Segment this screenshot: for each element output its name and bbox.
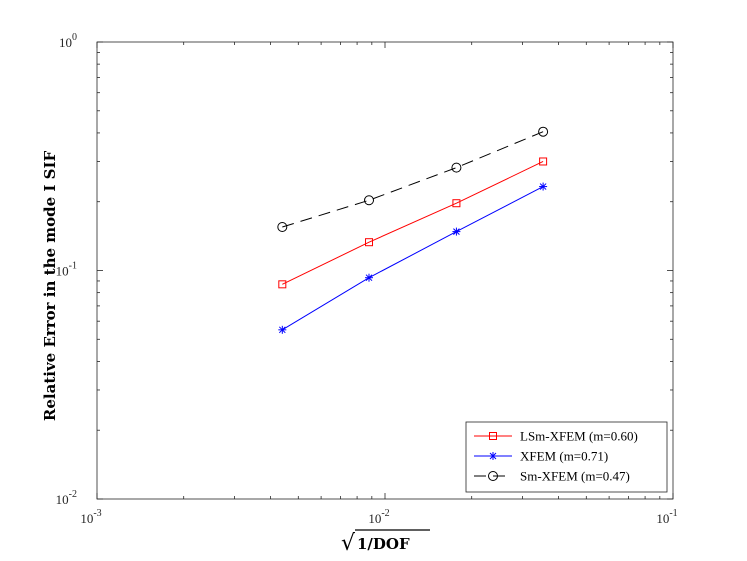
series-circle bbox=[277, 126, 549, 233]
legend-label: XFEM (m=0.71) bbox=[520, 449, 608, 464]
data-point bbox=[364, 195, 375, 206]
legend: LSm-XFEM (m=0.60) XFEM (m=0.71) Sm-XFEM (m… bbox=[465, 421, 668, 493]
data-point bbox=[278, 325, 287, 334]
x-axis-label: √ 1/DOF bbox=[341, 529, 430, 556]
x-tick-label-exponent: -1 bbox=[669, 508, 677, 519]
series-group bbox=[277, 126, 549, 334]
data-point bbox=[277, 222, 288, 233]
x-tick-label-exponent: -3 bbox=[93, 508, 101, 519]
marker-stroke bbox=[489, 452, 497, 460]
y-tick-label-exponent: 0 bbox=[72, 32, 77, 43]
data-point bbox=[365, 238, 374, 247]
legend-label: LSm-XFEM (m=0.60) bbox=[520, 429, 638, 444]
x-axis-label-radical: √ bbox=[341, 531, 356, 556]
data-point bbox=[452, 227, 461, 236]
data-point bbox=[451, 162, 462, 173]
data-point bbox=[539, 157, 548, 166]
data-point bbox=[278, 280, 287, 289]
series-asterisk bbox=[278, 182, 548, 334]
marker-stroke bbox=[365, 274, 373, 282]
series-line bbox=[282, 186, 544, 331]
series-line bbox=[282, 131, 544, 228]
legend-marker bbox=[488, 471, 498, 481]
legend-label: Sm-XFEM (m=0.47) bbox=[520, 469, 630, 484]
data-point bbox=[365, 273, 374, 282]
legend-item: LSm-XFEM (m=0.60) bbox=[474, 429, 638, 444]
legend-item: XFEM (m=0.71) bbox=[474, 449, 608, 464]
legend-item: Sm-XFEM (m=0.47) bbox=[474, 469, 630, 484]
data-point bbox=[452, 199, 461, 208]
x-tick-label-exponent: -2 bbox=[381, 508, 389, 519]
marker-stroke bbox=[453, 228, 460, 235]
data-point bbox=[539, 182, 548, 191]
data-point bbox=[538, 126, 549, 137]
x-axis-label-body: 1/DOF bbox=[357, 535, 410, 553]
legend-marker bbox=[489, 432, 497, 440]
marker-stroke bbox=[278, 326, 286, 334]
y-tick-label-exponent: -1 bbox=[69, 261, 77, 272]
y-tick-label-exponent: -2 bbox=[69, 489, 77, 500]
legend-marker bbox=[489, 452, 497, 460]
marker-stroke bbox=[539, 183, 547, 190]
series-line bbox=[282, 161, 544, 285]
series-square bbox=[278, 157, 548, 289]
y-axis-label: Relative Error in the mode I SIF bbox=[41, 151, 59, 422]
legend-box bbox=[465, 421, 668, 493]
